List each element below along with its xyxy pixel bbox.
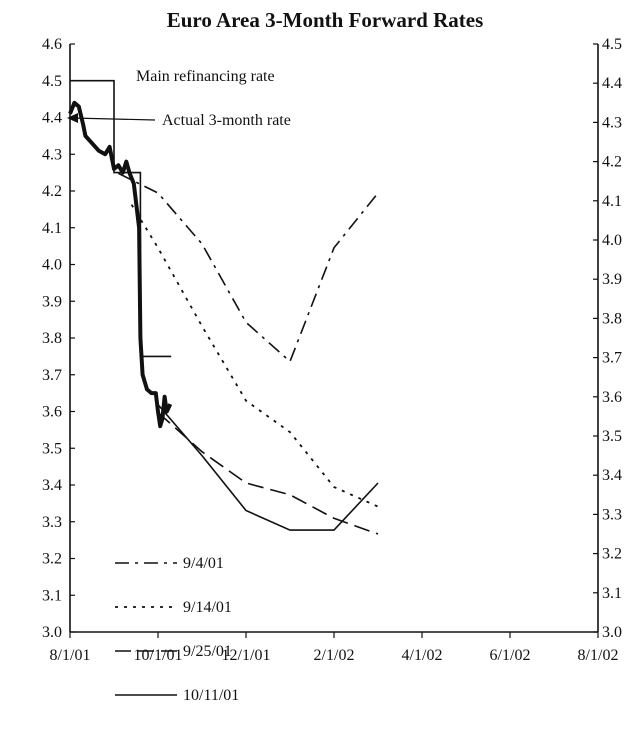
y-left-tick-label: 3.6 [42, 404, 62, 421]
annotations: Main refinancing rate Actual 3-month rat… [67, 68, 291, 129]
y-left-tick-label: 3.5 [42, 440, 62, 457]
x-tick-label: 8/1/01 [50, 647, 91, 664]
y-right-tick-label: 3.2 [602, 546, 622, 563]
y-left-tick-label: 3.9 [42, 293, 62, 310]
y-right-tick-label: 3.5 [602, 428, 622, 445]
annotation-arrowhead [67, 113, 78, 123]
x-tick-label: 12/1/01 [222, 647, 271, 664]
y-left-tick-label: 3.0 [42, 624, 62, 641]
y-right-tick-label: 3.4 [602, 467, 622, 484]
y-left-tick-label: 3.8 [42, 330, 62, 347]
y-left-tick-label: 4.0 [42, 257, 62, 274]
y-left-tick-label: 3.2 [42, 551, 62, 568]
y-right-tick-label: 3.9 [602, 271, 622, 288]
x-tick-label: 4/1/02 [402, 647, 443, 664]
annotation-actual-3-month-rate: Actual 3-month rate [162, 112, 291, 129]
y-left-tick-label: 3.3 [42, 514, 62, 531]
y-right-tick-label: 4.4 [602, 75, 622, 92]
series-9-4-01 [118, 172, 379, 363]
y-right-tick-label: 3.6 [602, 389, 622, 406]
series-actual-3-month-rate [68, 100, 173, 429]
axes: 3.0 3.1 3.2 3.3 3.4 3.5 3.6 3.7 3.8 3.9 4.0 4.1 4.2 4… [42, 36, 622, 664]
y-left-tick-label: 4.4 [42, 110, 62, 127]
series-layer [68, 79, 379, 535]
legend-label-10-11-01: 10/11/01 [183, 687, 239, 704]
y-right-tick-label: 4.2 [602, 154, 622, 171]
legend: 9/4/01 9/14/01 9/25/01 10/11/01 [115, 555, 239, 704]
y-left-tick-label: 4.1 [42, 220, 62, 237]
annotation-main-refinancing-rate: Main refinancing rate [136, 68, 275, 85]
y-left-tick-label: 3.7 [42, 367, 62, 384]
y-left-tick-label: 3.4 [42, 477, 62, 494]
y-right-tick-label: 4.1 [602, 193, 622, 210]
legend-label-9-4-01: 9/4/01 [183, 555, 224, 572]
y-right-tick-label: 3.0 [602, 624, 622, 641]
y-left-tick-label: 4.3 [42, 146, 62, 163]
y-right-tick-label: 3.7 [602, 350, 622, 367]
y-right-tick-label: 3.8 [602, 310, 622, 327]
y-right-tick-label: 4.3 [602, 114, 622, 131]
series-9-14-01 [130, 204, 379, 508]
y-left-tick-label: 3.1 [42, 587, 62, 604]
x-tick-label: 10/1/01 [134, 647, 183, 664]
legend-label-9-25-01: 9/25/01 [183, 643, 232, 660]
y-right-tick-label: 3.3 [602, 506, 622, 523]
y-right-tick-label: 3.1 [602, 585, 622, 602]
y-right-tick-label: 4.5 [602, 36, 622, 53]
series-9-25-01 [157, 411, 379, 535]
y-left-tick-label: 4.5 [42, 73, 62, 90]
series-10-11-01 [157, 404, 379, 531]
y-left-tick-label: 4.6 [42, 36, 62, 53]
annotation-arrow-line [71, 117, 156, 121]
legend-label-9-14-01: 9/14/01 [183, 599, 232, 616]
series-main-refinancing-rate [70, 79, 172, 358]
x-tick-label: 2/1/02 [314, 647, 355, 664]
chart-title: Euro Area 3-Month Forward Rates [167, 8, 484, 32]
x-tick-label: 6/1/02 [490, 647, 531, 664]
y-right-tick-label: 4.0 [602, 232, 622, 249]
y-left-tick-label: 4.2 [42, 183, 62, 200]
x-tick-label: 8/1/02 [578, 647, 619, 664]
